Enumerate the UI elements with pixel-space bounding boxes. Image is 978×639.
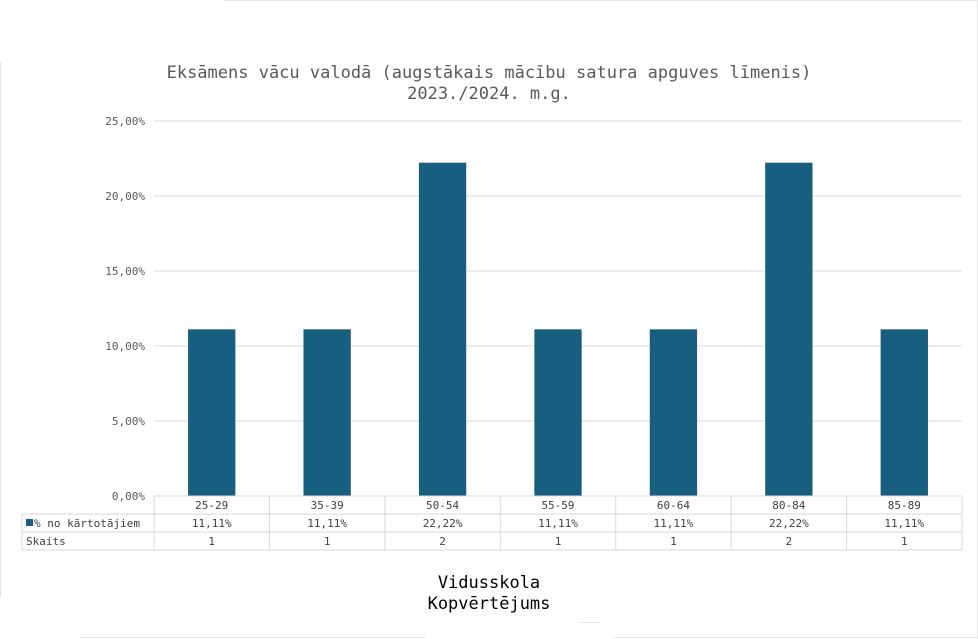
y-tick-label: 25,00% (105, 115, 145, 128)
y-tick-label: 20,00% (105, 190, 145, 203)
chart-title-line2: 2023./2024. m.g. (407, 84, 571, 104)
table-cell: 1 (555, 535, 562, 548)
y-tick-label: 0,00% (112, 490, 145, 503)
frame-left-border (0, 62, 1, 597)
chart-title-line1: Eksāmens vācu valodā (augstākais mācību … (166, 63, 812, 83)
x-tick-label: 25-29 (195, 499, 228, 512)
x-axis-title-line1: Vidusskola (437, 573, 541, 593)
table-cell: 22,22% (769, 517, 809, 530)
chart-title: Eksāmens vācu valodā (augstākais mācību … (0, 63, 978, 105)
bar (880, 329, 928, 496)
table-cell: 1 (208, 535, 215, 548)
x-tick-label: 85-89 (888, 499, 921, 512)
frame-bottom-border (614, 637, 978, 638)
x-tick-label: 55-59 (541, 499, 574, 512)
bar (418, 162, 467, 496)
table-cell: 11,11% (192, 517, 232, 530)
x-tick-label: 60-64 (657, 499, 690, 512)
table-row-label: % no kārtotājiem (34, 517, 140, 530)
table-cell: 22,22% (423, 517, 463, 530)
table-cell: 1 (901, 535, 908, 548)
bar (649, 329, 698, 496)
table-cell: 2 (786, 535, 793, 548)
table-cell: 11,11% (654, 517, 694, 530)
y-tick-label: 5,00% (112, 415, 145, 428)
x-tick-label: 50-54 (426, 499, 459, 512)
x-axis-title-line2: Kopvērtējums (427, 594, 551, 614)
frame-top-border (225, 0, 978, 1)
bar (188, 329, 236, 496)
table-cell: 1 (324, 535, 331, 548)
bar (303, 329, 351, 496)
table-cell: 1 (670, 535, 677, 548)
table-cell: 2 (439, 535, 446, 548)
y-tick-label: 15,00% (105, 265, 145, 278)
legend-swatch (26, 519, 33, 526)
table-cell: 11,11% (307, 517, 347, 530)
frame-bottom-border (580, 622, 600, 623)
bar (534, 329, 582, 496)
table-cell: 11,11% (538, 517, 578, 530)
x-tick-label: 80-84 (772, 499, 805, 512)
table-row-label: Skaits (26, 535, 66, 548)
bar (765, 162, 813, 496)
x-tick-label: 35-39 (311, 499, 344, 512)
frame-bottom-border (80, 637, 425, 638)
y-tick-label: 10,00% (105, 340, 145, 353)
table-cell: 11,11% (884, 517, 924, 530)
x-axis-title: Vidusskola Kopvērtējums (0, 573, 978, 615)
